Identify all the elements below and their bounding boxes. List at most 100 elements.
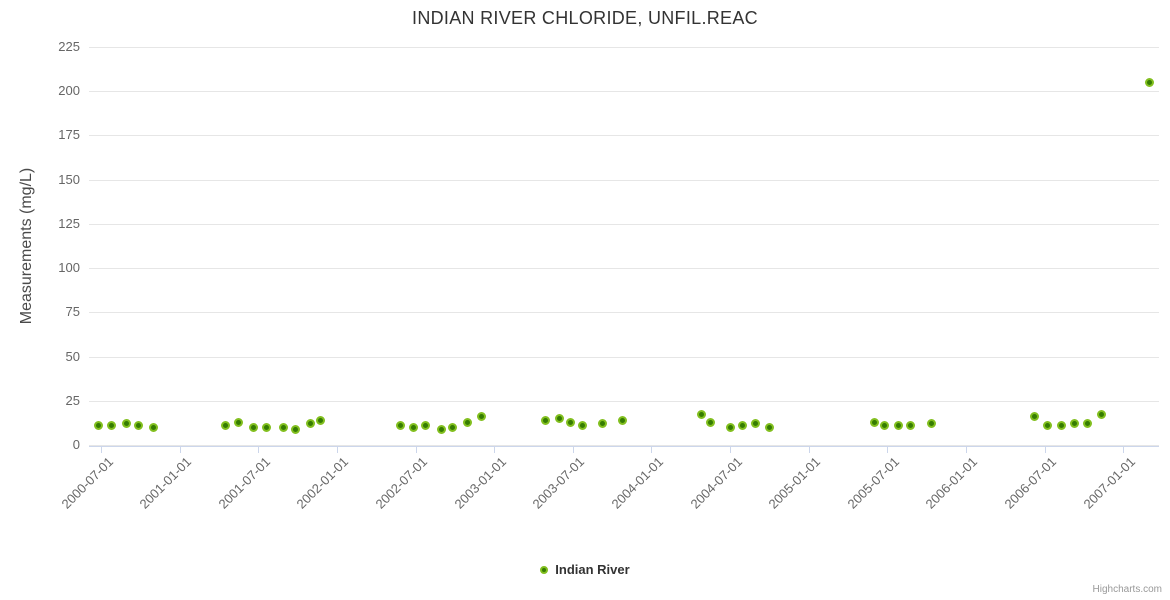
data-point[interactable] bbox=[463, 417, 473, 427]
data-point[interactable] bbox=[737, 421, 747, 431]
x-tick bbox=[258, 447, 260, 453]
data-point[interactable] bbox=[234, 417, 244, 427]
data-point[interactable] bbox=[617, 415, 627, 425]
y-tick-label: 175 bbox=[58, 127, 80, 143]
y-gridline bbox=[89, 445, 1159, 446]
data-point[interactable] bbox=[1057, 421, 1067, 431]
x-tick bbox=[101, 447, 102, 453]
x-axis-line bbox=[89, 446, 1159, 447]
x-tick bbox=[336, 447, 338, 453]
data-point[interactable] bbox=[261, 422, 271, 432]
data-point[interactable] bbox=[106, 421, 116, 431]
y-gridline bbox=[89, 135, 1159, 137]
y-gridline bbox=[89, 179, 1159, 181]
x-tick-label: 2001-07-01 bbox=[215, 454, 273, 512]
legend: Indian River bbox=[0, 562, 1170, 577]
data-point[interactable] bbox=[316, 415, 326, 425]
y-tick-label: 25 bbox=[65, 392, 80, 408]
legend-item-indian-river[interactable]: Indian River bbox=[540, 562, 630, 577]
chart-title: INDIAN RIVER CHLORIDE, UNFIL.REAC bbox=[412, 8, 758, 28]
y-tick-label: 125 bbox=[58, 215, 80, 231]
x-tick-label: 2005-01-01 bbox=[765, 454, 824, 512]
y-gridline bbox=[89, 312, 1159, 314]
y-tick-label: 225 bbox=[58, 39, 80, 54]
x-tick-label: 2003-01-01 bbox=[451, 454, 509, 512]
data-point[interactable] bbox=[1144, 77, 1154, 87]
x-tick bbox=[1044, 447, 1046, 453]
x-tick bbox=[887, 447, 889, 453]
data-point[interactable] bbox=[248, 422, 258, 432]
data-point[interactable] bbox=[1042, 421, 1052, 431]
y-tick-label: 0 bbox=[72, 437, 80, 452]
data-point[interactable] bbox=[290, 424, 300, 434]
y-axis-title: Measurements (mg/L) bbox=[18, 167, 35, 325]
data-point[interactable] bbox=[278, 422, 288, 432]
y-gridline bbox=[89, 91, 1159, 93]
data-point[interactable] bbox=[566, 417, 576, 427]
x-tick-label: 2006-07-01 bbox=[1001, 454, 1060, 512]
data-point[interactable] bbox=[705, 417, 715, 427]
data-point[interactable] bbox=[306, 419, 316, 429]
data-point[interactable] bbox=[396, 421, 406, 431]
data-point[interactable] bbox=[869, 417, 879, 427]
x-tick-label: 2002-01-01 bbox=[293, 454, 352, 512]
data-point[interactable] bbox=[597, 419, 607, 429]
x-tick bbox=[179, 447, 181, 453]
y-tick-label: 150 bbox=[58, 171, 80, 187]
y-gridline bbox=[89, 268, 1159, 270]
data-point[interactable] bbox=[133, 421, 143, 431]
data-point[interactable] bbox=[750, 419, 760, 429]
data-point[interactable] bbox=[408, 422, 418, 432]
data-point[interactable] bbox=[764, 422, 774, 432]
data-point[interactable] bbox=[578, 421, 588, 431]
data-point[interactable] bbox=[893, 421, 903, 431]
data-point[interactable] bbox=[122, 419, 132, 429]
data-point[interactable] bbox=[1082, 419, 1092, 429]
data-point[interactable] bbox=[906, 421, 916, 431]
data-point[interactable] bbox=[1030, 412, 1040, 422]
y-gridline bbox=[89, 400, 1159, 402]
data-point[interactable] bbox=[927, 419, 937, 429]
x-tick-label: 2000-07-01 bbox=[57, 454, 116, 512]
y-tick-label: 50 bbox=[65, 348, 80, 364]
highcharts-credits-link[interactable]: Highcharts.com bbox=[1092, 584, 1162, 595]
x-tick-label: 2002-07-01 bbox=[372, 454, 431, 512]
legend-marker-icon bbox=[540, 565, 549, 574]
data-point[interactable] bbox=[448, 422, 458, 432]
y-tick-label: 100 bbox=[58, 260, 80, 276]
x-tick bbox=[572, 447, 574, 453]
data-point[interactable] bbox=[93, 421, 103, 431]
x-tick-label: 2007-01-01 bbox=[1080, 454, 1138, 512]
x-tick-label: 2001-01-01 bbox=[136, 454, 195, 512]
data-point[interactable] bbox=[476, 412, 486, 422]
x-tick-label: 2004-07-01 bbox=[687, 454, 745, 512]
data-point[interactable] bbox=[725, 422, 735, 432]
data-point[interactable] bbox=[540, 415, 550, 425]
data-point[interactable] bbox=[554, 413, 564, 423]
x-tick-label: 2004-01-01 bbox=[608, 454, 667, 512]
data-point[interactable] bbox=[879, 421, 889, 431]
y-tick-label: 75 bbox=[65, 304, 80, 320]
data-point[interactable] bbox=[220, 421, 230, 431]
x-tick bbox=[494, 447, 496, 453]
x-tick-label: 2006-01-01 bbox=[922, 454, 981, 512]
x-tick bbox=[730, 447, 732, 453]
data-point[interactable] bbox=[436, 424, 446, 434]
x-tick bbox=[808, 447, 810, 453]
data-point[interactable] bbox=[421, 421, 431, 431]
y-gridline bbox=[89, 356, 1159, 358]
y-tick-label: 200 bbox=[58, 83, 80, 99]
x-tick bbox=[651, 447, 653, 453]
y-gridline bbox=[89, 47, 1159, 48]
data-point[interactable] bbox=[148, 422, 158, 432]
data-point[interactable] bbox=[1069, 419, 1079, 429]
data-point[interactable] bbox=[1096, 410, 1106, 420]
data-point[interactable] bbox=[697, 410, 707, 420]
x-tick bbox=[1123, 447, 1125, 453]
y-gridline bbox=[89, 223, 1159, 225]
x-tick bbox=[965, 447, 967, 453]
x-tick-label: 2003-07-01 bbox=[529, 454, 588, 512]
x-tick bbox=[415, 447, 417, 453]
x-tick-label: 2005-07-01 bbox=[844, 454, 902, 512]
